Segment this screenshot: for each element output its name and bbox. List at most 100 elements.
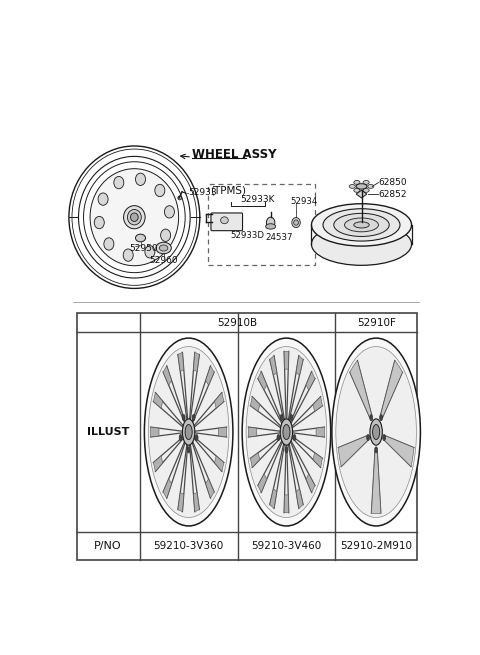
Ellipse shape (221, 217, 228, 224)
Polygon shape (350, 360, 372, 418)
Ellipse shape (159, 245, 168, 251)
Polygon shape (215, 456, 224, 472)
Polygon shape (296, 356, 303, 375)
Ellipse shape (368, 185, 374, 189)
Bar (207, 184, 315, 265)
Ellipse shape (370, 419, 383, 445)
Ellipse shape (156, 242, 171, 253)
Ellipse shape (114, 176, 124, 189)
Ellipse shape (375, 447, 378, 453)
Polygon shape (193, 493, 199, 512)
Ellipse shape (131, 213, 138, 221)
Polygon shape (384, 436, 414, 466)
Ellipse shape (148, 346, 229, 517)
Ellipse shape (312, 204, 411, 246)
Ellipse shape (192, 415, 195, 421)
Text: 62850: 62850 (378, 178, 407, 187)
Ellipse shape (312, 223, 411, 265)
Polygon shape (251, 397, 260, 411)
Ellipse shape (336, 346, 417, 517)
Ellipse shape (363, 189, 369, 193)
Ellipse shape (98, 193, 108, 205)
Polygon shape (356, 190, 367, 198)
Ellipse shape (246, 346, 327, 517)
Ellipse shape (354, 222, 369, 228)
Text: ILLUST: ILLUST (87, 427, 129, 437)
Polygon shape (284, 495, 289, 513)
Ellipse shape (178, 196, 182, 200)
Ellipse shape (145, 246, 155, 258)
Polygon shape (296, 489, 303, 508)
Polygon shape (372, 451, 381, 514)
Polygon shape (163, 479, 171, 498)
Ellipse shape (155, 184, 165, 196)
Ellipse shape (104, 238, 114, 250)
Polygon shape (178, 493, 184, 512)
Ellipse shape (265, 224, 276, 229)
Ellipse shape (354, 189, 360, 193)
Ellipse shape (383, 434, 385, 441)
Ellipse shape (292, 217, 300, 227)
Ellipse shape (161, 229, 170, 242)
Polygon shape (270, 489, 277, 508)
Ellipse shape (363, 181, 369, 184)
Polygon shape (151, 427, 159, 437)
Polygon shape (338, 436, 368, 466)
Ellipse shape (367, 434, 370, 441)
Polygon shape (193, 352, 199, 371)
Polygon shape (206, 366, 214, 385)
Polygon shape (154, 392, 163, 408)
Polygon shape (258, 474, 267, 493)
Polygon shape (306, 371, 315, 390)
Ellipse shape (135, 234, 145, 242)
Polygon shape (251, 453, 260, 468)
Ellipse shape (345, 218, 378, 232)
Polygon shape (381, 360, 402, 418)
Text: 52934: 52934 (291, 196, 318, 206)
Ellipse shape (285, 447, 288, 453)
Polygon shape (316, 427, 324, 437)
Ellipse shape (182, 419, 195, 445)
FancyBboxPatch shape (211, 213, 242, 231)
Ellipse shape (280, 419, 293, 445)
Text: 52933: 52933 (188, 188, 217, 197)
Ellipse shape (277, 434, 280, 441)
Polygon shape (218, 427, 227, 437)
Text: (TPMS): (TPMS) (211, 185, 247, 195)
Ellipse shape (323, 209, 400, 241)
Polygon shape (163, 366, 171, 385)
Ellipse shape (380, 415, 383, 421)
Text: 52960: 52960 (149, 256, 178, 265)
Text: P/NO: P/NO (95, 541, 122, 551)
Ellipse shape (195, 434, 198, 441)
Text: WHEEL ASSY: WHEEL ASSY (192, 147, 276, 160)
Polygon shape (313, 397, 323, 411)
Polygon shape (206, 479, 214, 498)
Polygon shape (258, 371, 267, 390)
Polygon shape (215, 392, 224, 408)
Ellipse shape (185, 424, 192, 440)
Ellipse shape (293, 434, 296, 441)
Ellipse shape (370, 415, 372, 421)
Ellipse shape (280, 415, 283, 421)
Ellipse shape (123, 206, 145, 229)
Text: 52910F: 52910F (357, 318, 396, 328)
Polygon shape (313, 453, 323, 468)
Ellipse shape (354, 181, 360, 184)
Ellipse shape (372, 424, 380, 440)
Polygon shape (306, 474, 315, 493)
Ellipse shape (290, 415, 293, 421)
Ellipse shape (334, 214, 389, 236)
Ellipse shape (94, 216, 104, 229)
Text: 59210-3V460: 59210-3V460 (252, 541, 322, 551)
Text: 52950: 52950 (129, 244, 157, 253)
Ellipse shape (127, 210, 141, 225)
Text: 52933K: 52933K (240, 195, 275, 204)
Polygon shape (178, 352, 184, 371)
Text: 24537: 24537 (265, 233, 293, 242)
Polygon shape (284, 351, 289, 369)
Ellipse shape (242, 338, 331, 526)
Ellipse shape (283, 424, 290, 440)
Ellipse shape (144, 338, 233, 526)
Text: 62852: 62852 (378, 189, 407, 198)
